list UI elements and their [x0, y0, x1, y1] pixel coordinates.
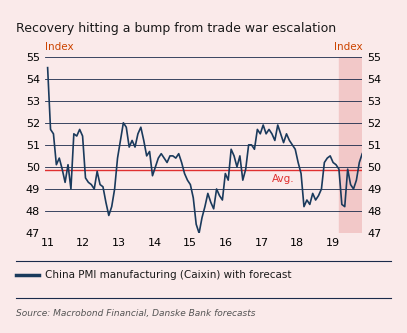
- Bar: [339, 57, 362, 233]
- Text: Index: Index: [334, 42, 362, 52]
- Text: China PMI manufacturing (Caixin) with forecast: China PMI manufacturing (Caixin) with fo…: [45, 270, 291, 280]
- Text: Source: Macrobond Financial, Danske Bank forecasts: Source: Macrobond Financial, Danske Bank…: [16, 308, 256, 318]
- Text: Avg.: Avg.: [272, 174, 295, 184]
- Text: Recovery hitting a bump from trade war escalation: Recovery hitting a bump from trade war e…: [16, 22, 337, 35]
- Text: Index: Index: [45, 42, 73, 52]
